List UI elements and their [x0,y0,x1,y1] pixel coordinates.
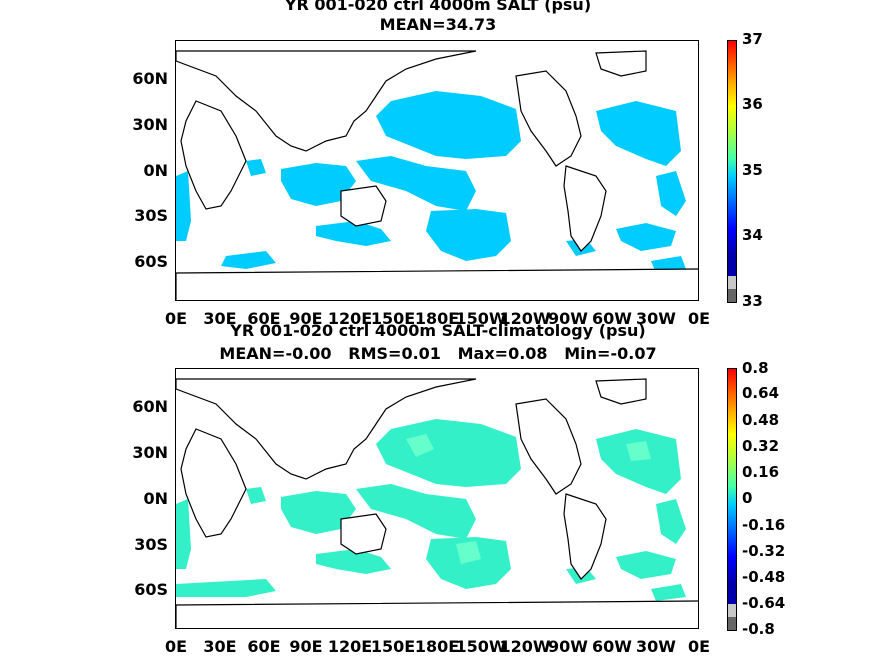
panel2-colorbar-label: -0.16 [742,516,786,534]
panel2-lon-label: 0E [164,637,188,656]
panel1-lon-label: 120W [499,309,551,328]
panel1-salinity-field [176,91,686,273]
panel1-lat-label-30n: 30N [132,115,168,134]
panel2-lon-label: 90E [289,637,323,656]
panel1-colorbar-label: 34 [742,226,763,244]
panel1-colorbar-label: 37 [742,30,763,48]
panel2-lon-label: 150W [455,637,507,656]
panel1-title-line2: MEAN=34.73 [379,15,497,34]
panel1-lat-label-60s: 60S [134,252,168,271]
panel1-lon-label: 180E [414,309,460,328]
panel2-title-line2: MEAN=-0.00 RMS=0.01 Max=0.08 Min=-0.07 [219,344,657,363]
panel2-coastlines [176,378,698,628]
panel2-lon-label: 150E [370,637,416,656]
panel2-anomaly-field [176,419,686,601]
panel1-lat-label-0n: 0N [143,161,168,180]
panel2-lat-label-60n: 60N [132,397,168,416]
panel1-lon-label: 60E [247,309,281,328]
panel1-lon-label: 90W [548,309,588,328]
panel2-colorbar-label: -0.64 [742,594,786,612]
panel1-lon-label: 150W [455,309,507,328]
panel2-lon-label: 0E [687,637,711,656]
panel2-lon-label: 60W [592,637,632,656]
panel2-colorbar-label: 0.32 [742,437,780,455]
panel2-colorbar-label: -0.48 [742,568,786,586]
panel2-lat-label-30s: 30S [134,535,168,554]
panel2-lon-label: 60E [247,637,281,656]
panel2-lon-label: 120W [499,637,551,656]
panel1-colorbar-label: 35 [742,161,763,179]
panel1-lon-label: 150E [370,309,416,328]
panel2-colorbar-label: 0.8 [742,359,769,377]
panel2-title-line1: YR 001-020 ctrl 4000m SALT-climatology (… [230,321,646,340]
panel2-lon-label: 90W [548,637,588,656]
panel2-lon-label: 120E [327,637,373,656]
panel2-colorbar-label: 0 [742,489,753,507]
panel2-colorbar-label: -0.32 [742,542,786,560]
panel2-lat-label-0n: 0N [143,489,168,508]
panel1-lon-label: 120E [327,309,373,328]
panel1-lon-label: 0E [687,309,711,328]
panel1-map [175,40,699,301]
panel2-colorbar-label: 0.16 [742,463,780,481]
panel2-lon-label: 30E [203,637,237,656]
panel2-lat-label-60s: 60S [134,580,168,599]
panel1-colorbar [727,40,737,303]
panel2-map [175,368,699,629]
panel1-lon-label: 30W [636,309,676,328]
panel1-colorbar-label: 33 [742,292,763,310]
panel1-lat-label-60n: 60N [132,69,168,88]
panel1-coastlines [176,50,698,300]
panel2-colorbar [727,368,737,631]
panel2-anomaly-positive-patches [406,434,651,564]
panel1-lon-label: 60W [592,309,632,328]
panel1-lon-label: 0E [164,309,188,328]
panel1-colorbar-label: 36 [742,95,763,113]
panel1-title-line1: YR 001-020 ctrl 4000m SALT (psu) [284,0,592,14]
panel2-lat-label-30n: 30N [132,443,168,462]
panel1-lon-label: 90E [289,309,323,328]
panel1-lon-label: 30E [203,309,237,328]
panel2-lon-label: 180E [414,637,460,656]
panel2-colorbar-label: -0.8 [742,620,775,638]
panel2-colorbar-label: 0.48 [742,411,780,429]
panel1-lat-label-30s: 30S [134,206,168,225]
panel2-lon-label: 30W [636,637,676,656]
panel2-colorbar-label: 0.64 [742,384,780,402]
